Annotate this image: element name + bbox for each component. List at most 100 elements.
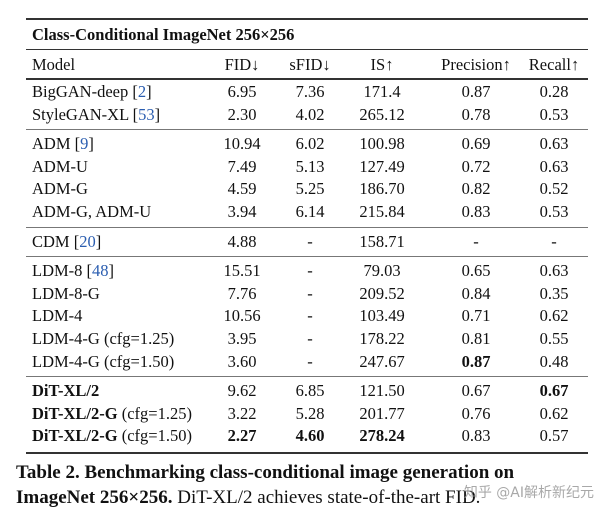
is-value: 209.52 — [359, 283, 405, 303]
model-name: CDM [20] — [32, 231, 102, 251]
citation-link[interactable]: 9 — [80, 134, 89, 154]
recall-value: 0.63 — [539, 156, 569, 176]
table-row: ADM-G, ADM-U 3.94 6.14 215.84 0.83 0.53 — [26, 201, 588, 223]
precision-value: 0.81 — [461, 329, 491, 348]
model-name: StyleGAN-XL [53] — [32, 104, 161, 124]
model-name: ADM [9] — [32, 134, 94, 154]
precision-value: 0.87 — [461, 82, 491, 101]
is-value: 201.77 — [359, 403, 405, 423]
fid-value: 4.59 — [227, 179, 257, 199]
precision-value: - — [473, 231, 479, 251]
header-row: Model FID↓ sFID↓ IS↑ Precision↑ Recall↑ — [26, 54, 588, 76]
recall-value: 0.52 — [539, 179, 569, 199]
fid-value: 2.30 — [227, 104, 257, 124]
recall-value: 0.28 — [539, 82, 569, 101]
recall-value: 0.67 — [539, 381, 569, 401]
recall-value: 0.53 — [539, 202, 569, 221]
table-row: LDM-8-G 7.76 - 209.52 0.84 0.35 — [26, 283, 588, 305]
precision-value: 0.83 — [461, 426, 491, 446]
citation-link[interactable]: 2 — [137, 82, 147, 101]
model-name: ADM-G — [32, 179, 88, 199]
fid-value: 3.95 — [227, 329, 257, 348]
caption-bold-text: Benchmarking class-conditional image gen… — [16, 462, 515, 508]
fid-value: 3.94 — [227, 202, 257, 221]
table-caption: Table 2. Benchmarking class-conditional … — [16, 460, 596, 510]
precision-value: 0.67 — [461, 381, 491, 401]
citation-link[interactable]: 48 — [92, 261, 109, 281]
fid-value: 2.27 — [227, 426, 257, 446]
fid-value: 10.56 — [223, 306, 261, 326]
is-value: 79.03 — [363, 261, 401, 281]
precision-value: 0.83 — [461, 202, 491, 221]
header-precision: Precision↑ — [441, 55, 511, 74]
group-separator — [26, 256, 588, 258]
group-separator — [26, 129, 588, 131]
recall-value: 0.55 — [539, 329, 569, 348]
fid-value: 10.94 — [223, 134, 261, 154]
is-value: 121.50 — [359, 381, 405, 401]
table-row: CDM [20] 4.88 - 158.71 - - — [26, 231, 588, 253]
is-value: 100.98 — [359, 134, 405, 154]
sfid-value: 4.02 — [295, 104, 325, 124]
model-name: LDM-4 — [32, 306, 83, 326]
title-rule — [26, 49, 588, 50]
recall-value: 0.63 — [539, 134, 569, 154]
group-separator — [26, 226, 588, 228]
fid-value: 3.22 — [227, 403, 257, 423]
sfid-value: 6.14 — [295, 202, 325, 221]
table-row: ADM-U 7.49 5.13 127.49 0.72 0.63 — [26, 156, 588, 178]
model-name: DiT-XL/2-G (cfg=1.25) — [32, 403, 192, 423]
precision-value: 0.69 — [461, 134, 491, 154]
fid-value: 9.62 — [227, 381, 257, 401]
sfid-value: 5.25 — [295, 179, 325, 199]
table-row: ADM-G 4.59 5.25 186.70 0.82 0.52 — [26, 178, 588, 200]
recall-value: 0.48 — [539, 351, 569, 371]
fid-value: 3.60 — [227, 351, 257, 371]
table-row: LDM-4-G (cfg=1.50) 3.60 - 247.67 0.87 0.48 — [26, 351, 588, 373]
is-value: 178.22 — [359, 329, 405, 348]
table-row: DiT-XL/2 9.62 6.85 121.50 0.67 0.67 — [26, 380, 588, 402]
caption-label: Table 2. — [16, 462, 80, 483]
fid-value: 15.51 — [223, 261, 261, 281]
is-value: 103.49 — [359, 306, 405, 326]
watermark: 知乎 @AI解析新纪元 — [463, 485, 594, 501]
fid-value: 7.49 — [227, 156, 257, 176]
precision-value: 0.76 — [461, 403, 491, 423]
model-name: BigGAN-deep [2] — [32, 82, 152, 101]
citation-link[interactable]: 20 — [79, 231, 96, 251]
group-separator — [26, 376, 588, 378]
precision-value: 0.78 — [461, 104, 491, 124]
header-recall: Recall↑ — [528, 55, 580, 74]
fid-value: 4.88 — [227, 231, 257, 251]
table-row: ADM [9] 10.94 6.02 100.98 0.69 0.63 — [26, 133, 588, 155]
precision-value: 0.65 — [461, 261, 491, 281]
is-value: 127.49 — [359, 156, 405, 176]
is-value: 265.12 — [359, 104, 405, 124]
sfid-value: 5.13 — [295, 156, 325, 176]
model-name: DiT-XL/2-G (cfg=1.50) — [32, 426, 192, 446]
model-name: LDM-8 [48] — [32, 261, 115, 281]
table-row: StyleGAN-XL [53] 2.30 4.02 265.12 0.78 0.53 — [26, 104, 588, 126]
fid-value: 7.76 — [227, 283, 257, 303]
sfid-value: 6.02 — [295, 134, 325, 154]
citation-link[interactable]: 53 — [138, 104, 155, 124]
sfid-value: - — [307, 231, 313, 251]
model-name: ADM-G, ADM-U — [32, 202, 152, 221]
model-name: DiT-XL/2 — [32, 381, 100, 401]
sfid-value: 7.36 — [295, 82, 325, 101]
table-title-row: Class-Conditional ImageNet 256×256 — [26, 24, 588, 46]
is-value: 215.84 — [359, 202, 405, 221]
sfid-value: 6.85 — [295, 381, 325, 401]
table-row: BigGAN-deep [2] 6.95 7.36 171.4 0.87 0.28 — [26, 81, 588, 103]
model-name: LDM-4-G (cfg=1.50) — [32, 351, 175, 371]
is-value: 247.67 — [359, 351, 405, 371]
recall-value: 0.62 — [539, 306, 569, 326]
recall-value: 0.53 — [539, 104, 569, 124]
precision-value: 0.72 — [461, 156, 491, 176]
sfid-value: 4.60 — [295, 426, 325, 446]
header-sfid: sFID↓ — [289, 55, 331, 74]
fid-value: 6.95 — [227, 82, 257, 101]
precision-value: 0.87 — [461, 351, 491, 371]
recall-value: 0.57 — [539, 426, 569, 446]
sfid-value: - — [307, 306, 313, 326]
